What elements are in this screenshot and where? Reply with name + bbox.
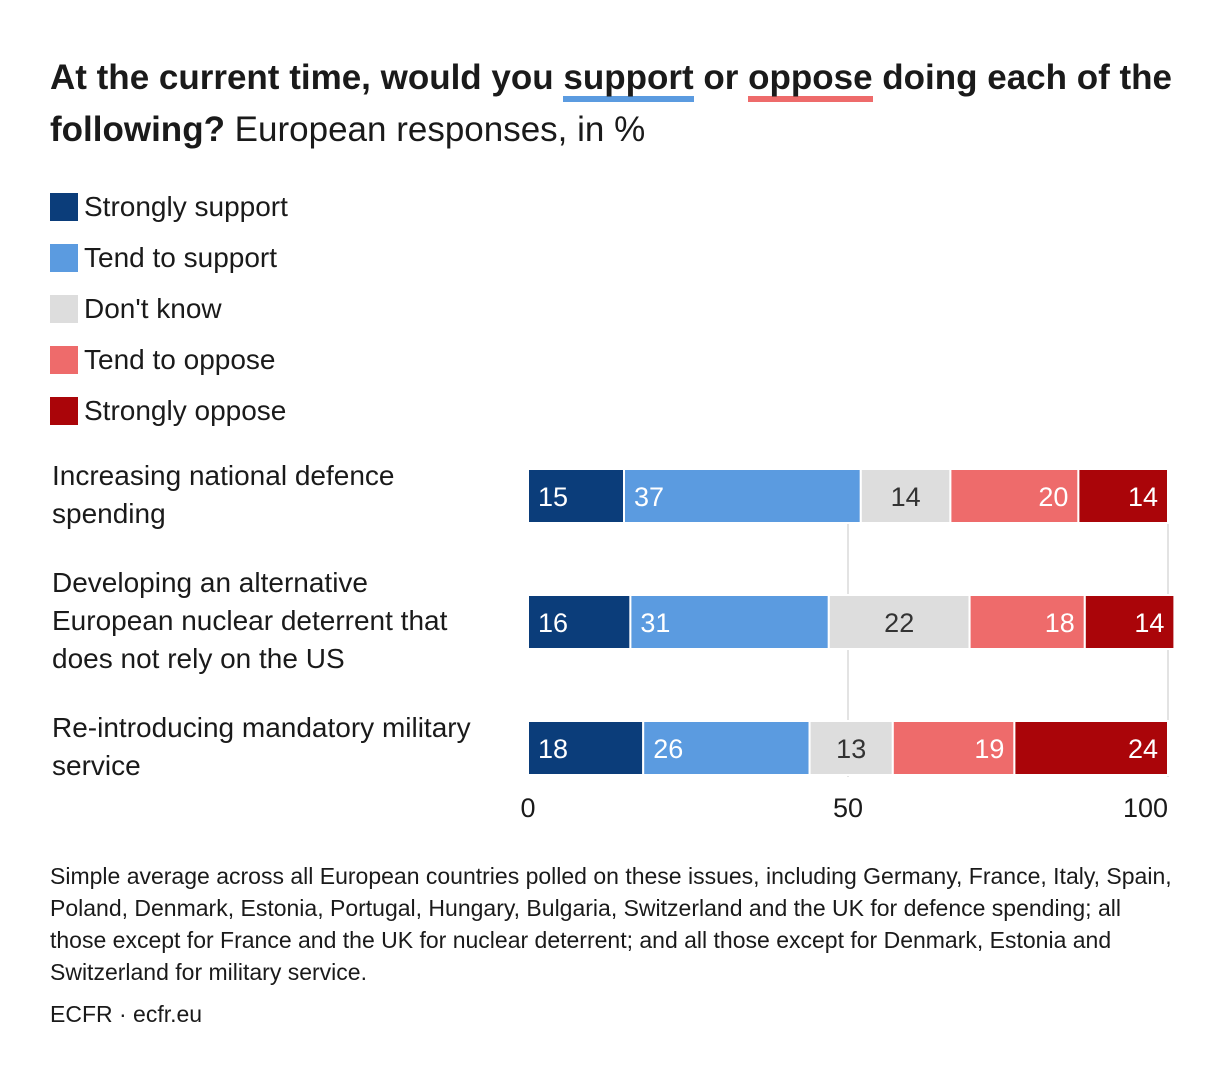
x-tick-50: 50 [833, 793, 863, 823]
bar-3-tend-to-support-label: 26 [653, 734, 683, 764]
x-tick-0: 0 [520, 793, 535, 823]
bar-3-tend-to-oppose-label: 19 [974, 734, 1004, 764]
legend-swatch-tend-to-support [50, 244, 78, 272]
legend-label-tend-to-support: Tend to support [84, 242, 278, 273]
bar-3-strongly-support [527, 720, 645, 776]
legend-swatch-dont-know [50, 295, 78, 323]
bar-2-tend-to-support [629, 594, 830, 650]
bar-1-strongly-support-label: 15 [538, 482, 568, 512]
bar-3-strongly-oppose [1013, 720, 1170, 776]
footnote: Simple average across all European count… [50, 863, 1172, 985]
bar-3-strongly-oppose-label: 24 [1128, 734, 1158, 764]
bar-1-strongly-oppose [1077, 468, 1170, 524]
legend-label-strongly-support: Strongly support [84, 191, 288, 222]
legend-swatch-strongly-oppose [50, 397, 78, 425]
bar-2-strongly-support-label: 16 [538, 608, 568, 638]
legend-label-dont-know: Don't know [84, 293, 222, 324]
bar-2-strongly-support [527, 594, 632, 650]
bar-2-don-t-know-label: 22 [884, 608, 914, 638]
bar-3-don-t-know-label: 13 [836, 734, 866, 764]
source: ECFR · ecfr.eu [50, 1001, 203, 1027]
bar-1-tend-to-oppose-label: 20 [1038, 482, 1068, 512]
bar-2-tend-to-support-label: 31 [640, 608, 670, 638]
x-tick-100: 100 [1123, 793, 1168, 823]
bar-1-strongly-oppose-label: 14 [1128, 482, 1158, 512]
bar-1-don-t-know-label: 14 [891, 482, 921, 512]
legend-label-tend-to-oppose: Tend to oppose [84, 344, 276, 375]
title-oppose-word: oppose [748, 60, 873, 102]
bar-1-strongly-support [527, 468, 625, 524]
bar-2-tend-to-oppose [968, 594, 1086, 650]
row-label-military-service: Re-introducing mandatory military servic… [52, 712, 471, 781]
row-label-nuclear-deterrent: Developing an alternative European nucle… [52, 567, 448, 674]
legend-swatch-tend-to-oppose [50, 346, 78, 374]
bar-1-tend-to-support-label: 37 [634, 482, 664, 512]
chart-title: At the current time, would you support o… [50, 52, 1190, 156]
bar-1-tend-to-oppose [949, 468, 1080, 524]
legend-swatch-strongly-support [50, 193, 78, 221]
title-question-start: At the current time, would you [50, 58, 564, 97]
bar-3-strongly-support-label: 18 [538, 734, 568, 764]
bar-2-strongly-oppose-label: 14 [1134, 608, 1164, 638]
legend-label-strongly-oppose: Strongly oppose [84, 395, 287, 426]
title-support-word: support [563, 60, 694, 102]
bar-1-don-t-know [859, 468, 952, 524]
bar-3-don-t-know [808, 720, 894, 776]
title-question-end: doing each of the following? [50, 58, 1172, 149]
bar-1-tend-to-support [623, 468, 862, 524]
bar-3-tend-to-support [642, 720, 811, 776]
chart-subtitle: European responses, in % [224, 110, 646, 149]
bar-2-strongly-oppose [1083, 594, 1176, 650]
stacked-bar-chart: 15 37 14 20 14 16 31 22 18 14 18 26 13 19 24 0 50 100 [520, 468, 1176, 823]
row-label-defence-spending: Increasing national defence spending [52, 460, 395, 529]
title-or: or [693, 58, 749, 97]
bar-2-tend-to-oppose-label: 18 [1045, 608, 1075, 638]
